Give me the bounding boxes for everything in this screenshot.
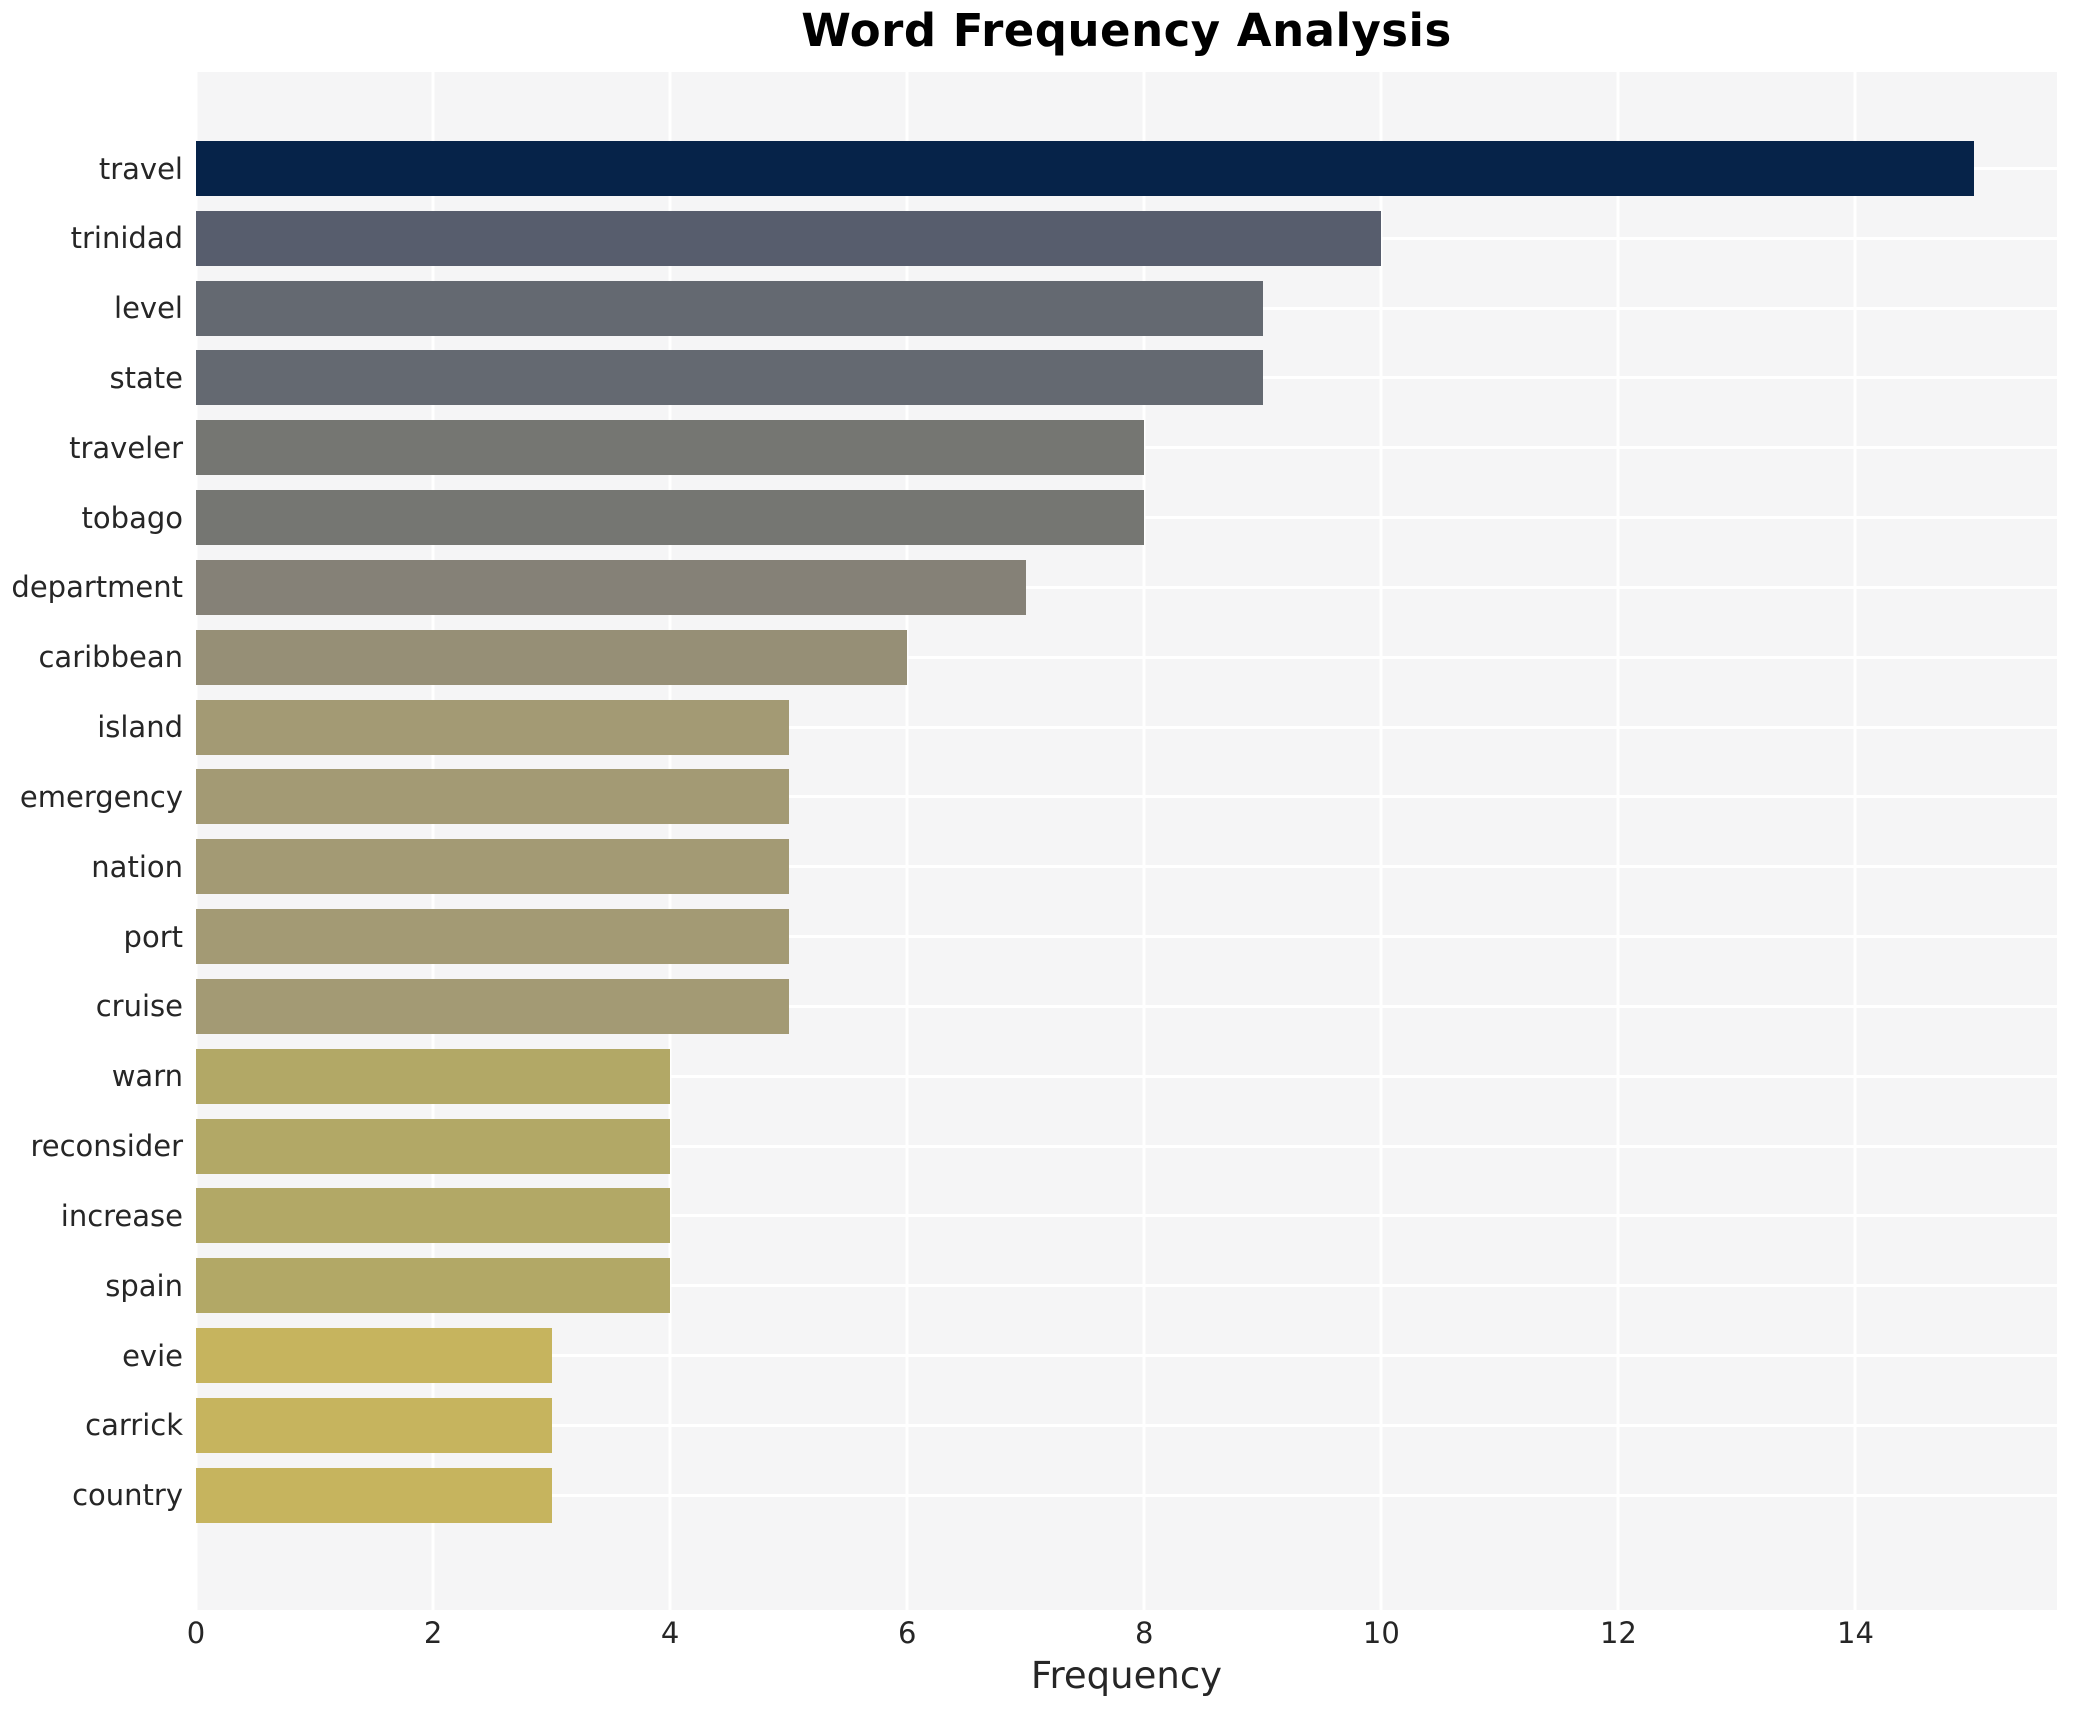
y-gridline — [196, 1284, 2057, 1288]
bar-row — [196, 902, 2057, 971]
y-tick-label-warn: warn — [111, 1059, 183, 1094]
y-tick-label-trinidad: trinidad — [70, 221, 183, 256]
bar-tobago — [196, 490, 1145, 546]
y-tick-label-traveler: traveler — [69, 430, 183, 465]
x-gridline — [905, 72, 909, 1610]
bar-caribbean — [196, 629, 908, 685]
x-gridline — [1853, 72, 1857, 1610]
bar-row — [196, 1321, 2057, 1390]
y-gridline — [196, 1074, 2057, 1078]
x-tick-label-6: 6 — [897, 1616, 917, 1650]
bar-row — [196, 1461, 2057, 1530]
bar-row — [196, 1112, 2057, 1181]
y-tick-label-increase: increase — [60, 1198, 183, 1233]
x-tick-label-8: 8 — [1135, 1616, 1154, 1650]
bar-country — [196, 1467, 552, 1523]
y-tick-label-state: state — [109, 360, 183, 395]
y-gridline — [196, 1004, 2057, 1008]
y-gridline — [196, 585, 2057, 589]
bar-row — [196, 623, 2057, 692]
x-tick-label-12: 12 — [1599, 1616, 1637, 1650]
bar-increase — [196, 1188, 671, 1244]
bar-row — [196, 832, 2057, 901]
y-gridline — [196, 1493, 2057, 1497]
y-gridline — [196, 795, 2057, 799]
y-tick-label-spain: spain — [105, 1268, 183, 1303]
bar-row — [196, 1251, 2057, 1320]
bar-emergency — [196, 769, 789, 825]
y-tick-label-reconsider: reconsider — [30, 1129, 183, 1164]
bar-department — [196, 559, 1026, 615]
y-tick-label-tobago: tobago — [81, 500, 183, 535]
bar-row — [196, 553, 2057, 622]
bar-reconsider — [196, 1118, 671, 1174]
plot-area — [194, 72, 2057, 1610]
bar-carrick — [196, 1397, 552, 1453]
y-tick-label-carrick: carrick — [85, 1408, 183, 1443]
y-tick-label-country: country — [72, 1478, 183, 1513]
y-tick-label-island: island — [97, 710, 183, 745]
x-axis-title: Frequency — [1030, 1654, 1223, 1697]
x-tick-label-2: 2 — [423, 1616, 443, 1650]
bar-row — [196, 972, 2057, 1041]
bar-row — [196, 1042, 2057, 1111]
x-gridline — [1616, 72, 1620, 1610]
x-tick-label-0: 0 — [186, 1616, 206, 1650]
y-tick-label-travel: travel — [98, 151, 183, 186]
y-tick-label-emergency: emergency — [19, 779, 183, 814]
y-gridline — [196, 935, 2057, 939]
bar-row — [196, 483, 2057, 552]
y-tick-label-cruise: cruise — [95, 989, 183, 1024]
y-gridline — [196, 1354, 2057, 1358]
bar-trinidad — [196, 210, 1382, 266]
bars-container — [196, 72, 2057, 1610]
bar-row — [196, 1181, 2057, 1250]
y-gridline — [196, 865, 2057, 869]
y-tick-label-evie: evie — [122, 1338, 183, 1373]
x-tick-label-10: 10 — [1362, 1616, 1400, 1650]
y-tick-label-caribbean: caribbean — [38, 640, 183, 675]
bar-evie — [196, 1328, 552, 1384]
bar-port — [196, 909, 789, 965]
chart-title: Word Frequency Analysis — [801, 4, 1452, 57]
bar-level — [196, 280, 1263, 336]
bar-traveler — [196, 420, 1145, 476]
y-tick-label-department: department — [11, 570, 183, 605]
y-gridline — [196, 725, 2057, 729]
y-gridline — [196, 1423, 2057, 1427]
bar-row — [196, 762, 2057, 831]
x-tick-label-4: 4 — [660, 1616, 680, 1650]
bar-warn — [196, 1048, 671, 1104]
bar-cruise — [196, 978, 789, 1034]
x-gridline — [1379, 72, 1383, 1610]
bar-row — [196, 274, 2057, 343]
bar-island — [196, 699, 789, 755]
bar-travel — [196, 141, 1975, 196]
bar-spain — [196, 1258, 671, 1314]
y-gridline — [196, 1144, 2057, 1148]
bar-row — [196, 693, 2057, 762]
x-axis-tick-labels: 0 2 4 6 8 10 12 14 — [187, 1616, 2057, 1654]
y-tick-label-port: port — [123, 919, 183, 954]
bar-row — [196, 343, 2057, 412]
y-tick-label-nation: nation — [91, 849, 183, 884]
bar-state — [196, 350, 1263, 406]
y-gridline — [196, 655, 2057, 659]
bar-nation — [196, 839, 789, 895]
y-tick-label-level: level — [114, 291, 183, 326]
y-axis-labels: travel trinidad level state traveler tobago de… — [0, 72, 183, 1610]
y-gridline — [196, 1214, 2057, 1218]
bar-row — [196, 204, 2057, 273]
bar-row — [196, 1391, 2057, 1460]
x-gridline — [1142, 72, 1146, 1610]
bar-row — [196, 134, 2057, 203]
bar-row — [196, 413, 2057, 482]
x-tick-label-14: 14 — [1837, 1616, 1874, 1650]
